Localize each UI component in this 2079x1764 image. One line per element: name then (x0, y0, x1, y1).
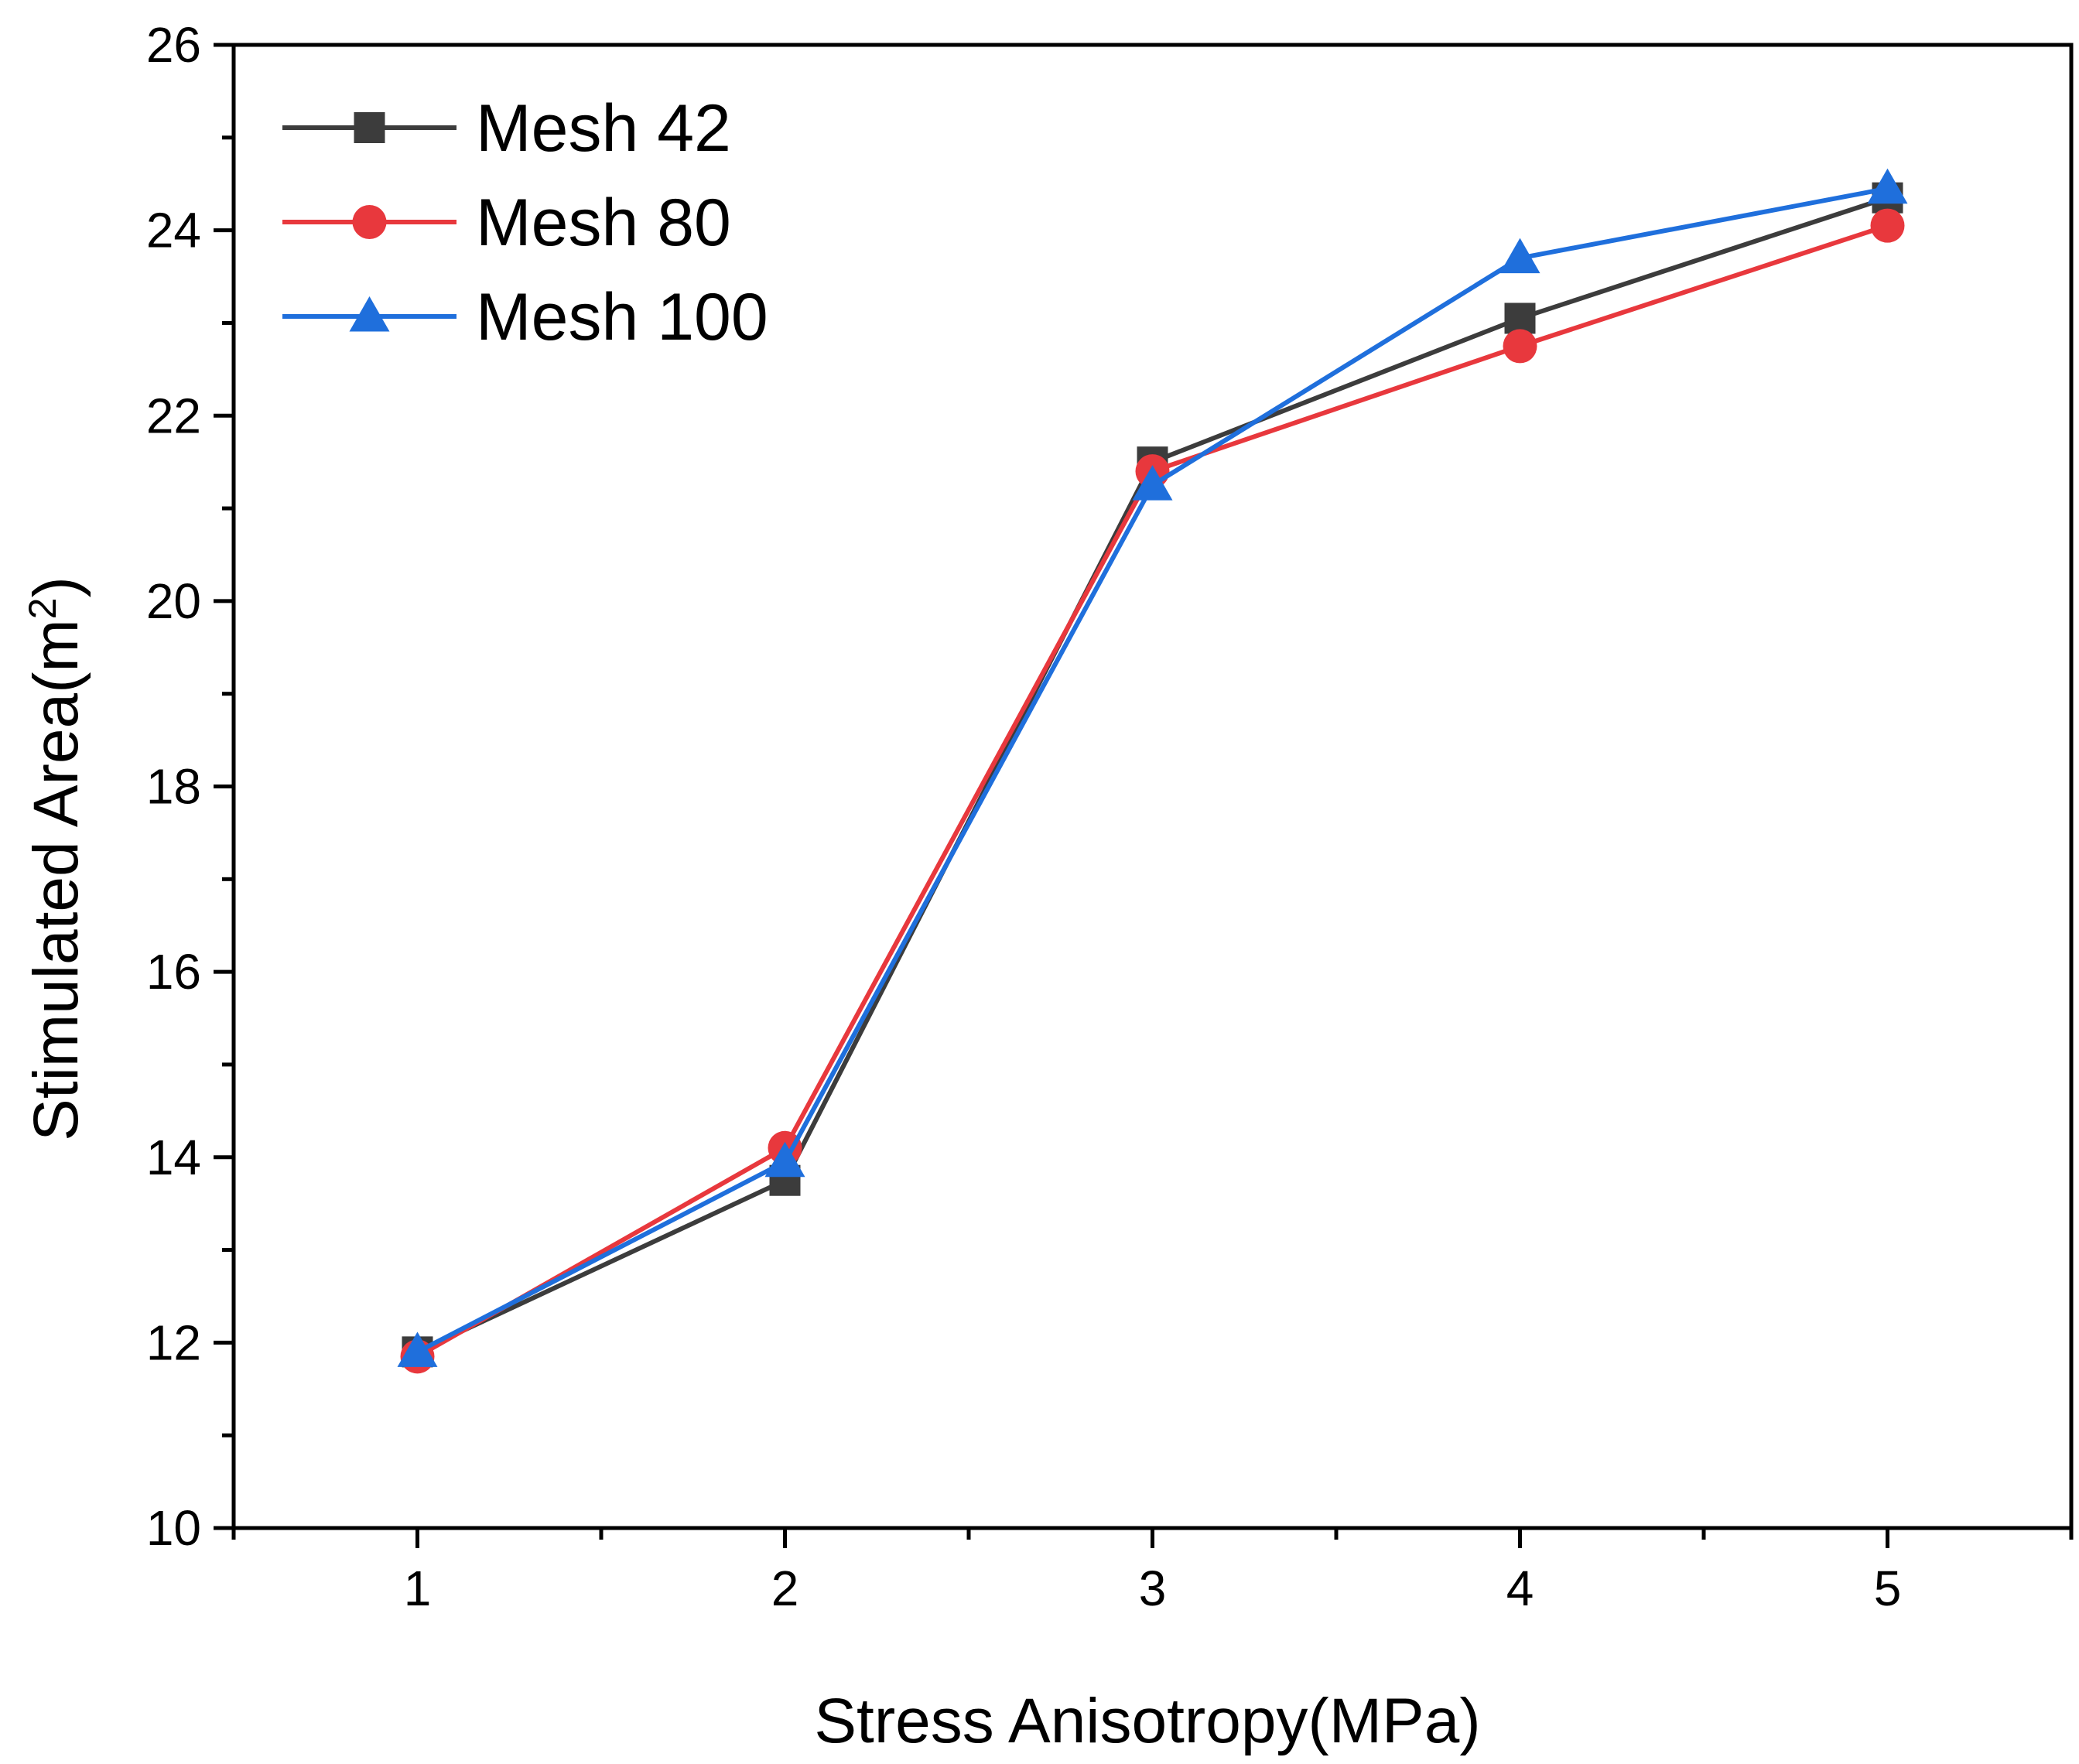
legend-label: Mesh 42 (476, 91, 731, 166)
y-axis-title: Stimulated Area(m2) (21, 576, 91, 1141)
legend-marker (352, 205, 387, 239)
legend: Mesh 42 Mesh 80 Mesh 100 (282, 91, 768, 354)
legend-item: Mesh 100 (282, 280, 768, 354)
x-axis-title: Stress Anisotropy(MPa) (814, 1686, 1480, 1756)
y-tick-label: 14 (146, 1130, 201, 1185)
series-line (416, 223, 1889, 1359)
legend-marker (354, 112, 385, 143)
series-line (416, 186, 1889, 1355)
y-axis-title-superscript: 2 (21, 598, 64, 620)
x-tick-label: 3 (1139, 1561, 1167, 1616)
series-line (416, 195, 1889, 1355)
y-axis-ticks: 10 12 14 16 18 20 22 24 26 (146, 17, 234, 1556)
y-tick-label: 10 (146, 1500, 201, 1556)
x-tick-label: 2 (771, 1561, 799, 1616)
legend-label: Mesh 80 (476, 186, 731, 260)
legend-item: Mesh 80 (282, 186, 731, 260)
series-3 (397, 168, 1908, 1367)
series-2 (400, 208, 1905, 1374)
y-tick-label: 18 (146, 759, 201, 815)
data-point (1503, 329, 1537, 364)
data-point (397, 1332, 438, 1367)
y-tick-label: 24 (146, 203, 201, 258)
data-point (764, 1141, 805, 1178)
y-tick-label: 16 (146, 944, 201, 1000)
series-layer (397, 168, 1908, 1374)
legend-item: Mesh 42 (282, 91, 731, 166)
data-point (1870, 208, 1905, 243)
y-tick-label: 12 (146, 1314, 201, 1370)
y-axis-title-main: Stimulated Area(m (21, 619, 91, 1141)
data-point (1499, 238, 1540, 274)
legend-marker (349, 296, 390, 332)
series-1 (402, 182, 1903, 1368)
legend-label: Mesh 100 (476, 280, 768, 354)
data-point (1132, 465, 1173, 501)
data-point (1504, 303, 1536, 334)
x-tick-label: 4 (1506, 1561, 1534, 1616)
x-tick-label: 5 (1874, 1561, 1902, 1616)
y-tick-label: 20 (146, 573, 201, 629)
y-tick-label: 26 (146, 17, 201, 73)
y-tick-label: 22 (146, 388, 201, 443)
x-tick-label: 1 (404, 1561, 432, 1616)
data-point (1867, 168, 1908, 204)
x-axis-ticks: 1 2 3 4 5 (231, 1528, 2074, 1616)
y-axis-title-end: ) (21, 576, 91, 597)
